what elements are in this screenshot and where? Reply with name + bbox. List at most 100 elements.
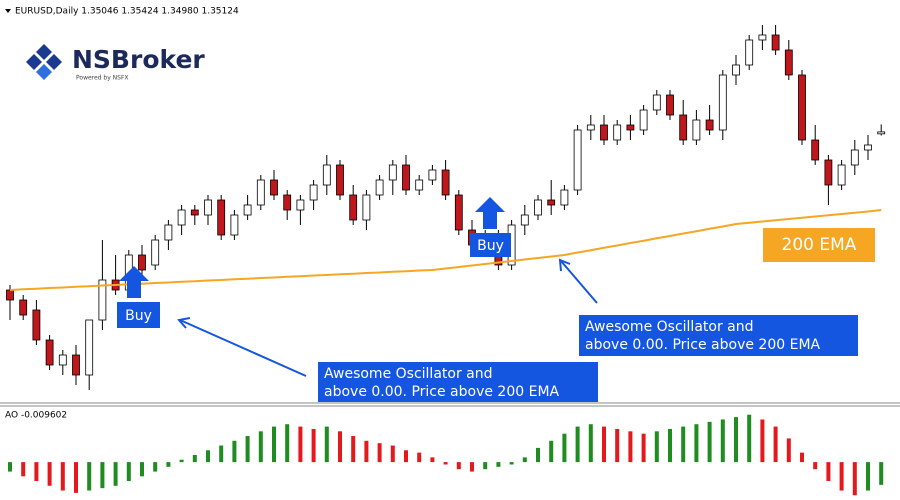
ao-bar — [140, 462, 144, 477]
candle-body — [362, 194, 371, 221]
candle-body — [296, 199, 305, 211]
ao-bar — [324, 426, 329, 463]
candle-body — [428, 169, 437, 181]
ao-bar — [734, 417, 738, 463]
ao-bar — [430, 457, 435, 463]
buy-arrow — [475, 197, 505, 229]
candle-body — [230, 214, 239, 236]
ao-bar — [602, 426, 606, 463]
ao-bar — [879, 462, 884, 485]
ao-bar — [351, 436, 356, 463]
candle-body — [534, 199, 542, 216]
candle-body — [217, 199, 226, 236]
pointer-head — [177, 317, 191, 329]
candle-body — [256, 179, 265, 206]
candle-body — [613, 124, 622, 141]
note-line: Awesome Oscillator and — [324, 366, 493, 382]
buy-label: Buy — [125, 308, 152, 324]
candle-body — [811, 139, 820, 161]
ao-bar — [641, 433, 646, 463]
ao-bar — [113, 462, 118, 486]
ao-bar — [364, 440, 369, 463]
candle-body — [850, 149, 859, 166]
candle-body — [415, 179, 424, 191]
candle-body — [745, 39, 754, 66]
candle-body — [454, 194, 463, 231]
candle-body — [864, 144, 872, 151]
logo-diamond — [36, 64, 52, 80]
ao-bar — [34, 462, 39, 482]
ao-bar — [21, 462, 26, 477]
buy-box — [470, 233, 511, 257]
ao-bar — [258, 431, 263, 463]
candle-body — [639, 109, 648, 131]
candle-body — [322, 164, 331, 186]
ao-bar — [126, 462, 131, 482]
ao-bar — [496, 462, 501, 467]
ao-bar — [206, 450, 210, 463]
ao-bar — [443, 462, 448, 465]
ao-bar — [522, 457, 527, 463]
candle-body — [573, 129, 582, 191]
candle-body — [692, 119, 701, 141]
ao-bar — [747, 414, 752, 463]
ao-bar — [338, 431, 342, 463]
ema-label-box — [763, 228, 875, 262]
ao-bar — [654, 431, 659, 463]
ao-bar — [509, 462, 514, 465]
candle-body — [520, 214, 529, 226]
ao-bar — [852, 462, 857, 496]
candle-body — [388, 164, 397, 181]
pointer-head — [558, 258, 571, 272]
ao-bar — [311, 428, 316, 463]
candle-body — [679, 114, 688, 141]
ao-bar — [483, 462, 488, 470]
note-line: above 0.00. Price above 200 EMA — [585, 337, 821, 353]
symbol-header: EURUSD,Daily 1.35046 1.35424 1.34980 1.3… — [15, 7, 239, 17]
candle-body — [164, 224, 173, 241]
ao-bar — [839, 462, 844, 491]
candle-body — [560, 189, 569, 206]
ao-bar — [390, 445, 395, 463]
candle-body — [58, 354, 67, 366]
ao-bar — [285, 424, 290, 463]
ao-pane — [8, 414, 884, 496]
candle-body — [402, 164, 410, 191]
candle-body — [138, 254, 146, 271]
candle-body — [600, 124, 608, 141]
candle-body — [771, 34, 780, 51]
candle-body — [283, 194, 292, 211]
ao-bar — [786, 438, 791, 463]
ao-bar — [575, 426, 580, 463]
ao-bar — [562, 433, 567, 463]
logo: NSBroker Powered by NSFX — [26, 44, 205, 82]
candle-body — [652, 94, 661, 111]
ao-bar — [456, 462, 461, 470]
pointer-line — [179, 319, 307, 377]
ao-bar — [826, 462, 831, 482]
candle-body — [6, 289, 14, 301]
ao-bar — [628, 431, 633, 463]
candle-body — [798, 74, 806, 141]
ao-bar — [74, 462, 78, 493]
candle-body — [666, 94, 674, 116]
ao-bar — [404, 450, 408, 463]
candle-body — [732, 64, 740, 76]
candle-body — [45, 339, 54, 366]
ao-bar — [470, 462, 474, 472]
pointer-line — [560, 260, 598, 304]
ao-bar — [588, 424, 593, 463]
ao-bar — [773, 426, 778, 463]
candle-body — [547, 199, 556, 206]
logo-diamond — [46, 54, 62, 70]
ao-bar — [179, 459, 184, 463]
ao-bar — [8, 462, 12, 472]
ao-bar — [866, 462, 870, 491]
ao-bar — [166, 462, 171, 467]
ao-bar — [615, 428, 620, 463]
ao-bar — [536, 447, 540, 463]
candle-body — [824, 159, 833, 186]
menu-triangle[interactable] — [5, 9, 11, 13]
note-line: above 0.00. Price above 200 EMA — [324, 384, 560, 400]
